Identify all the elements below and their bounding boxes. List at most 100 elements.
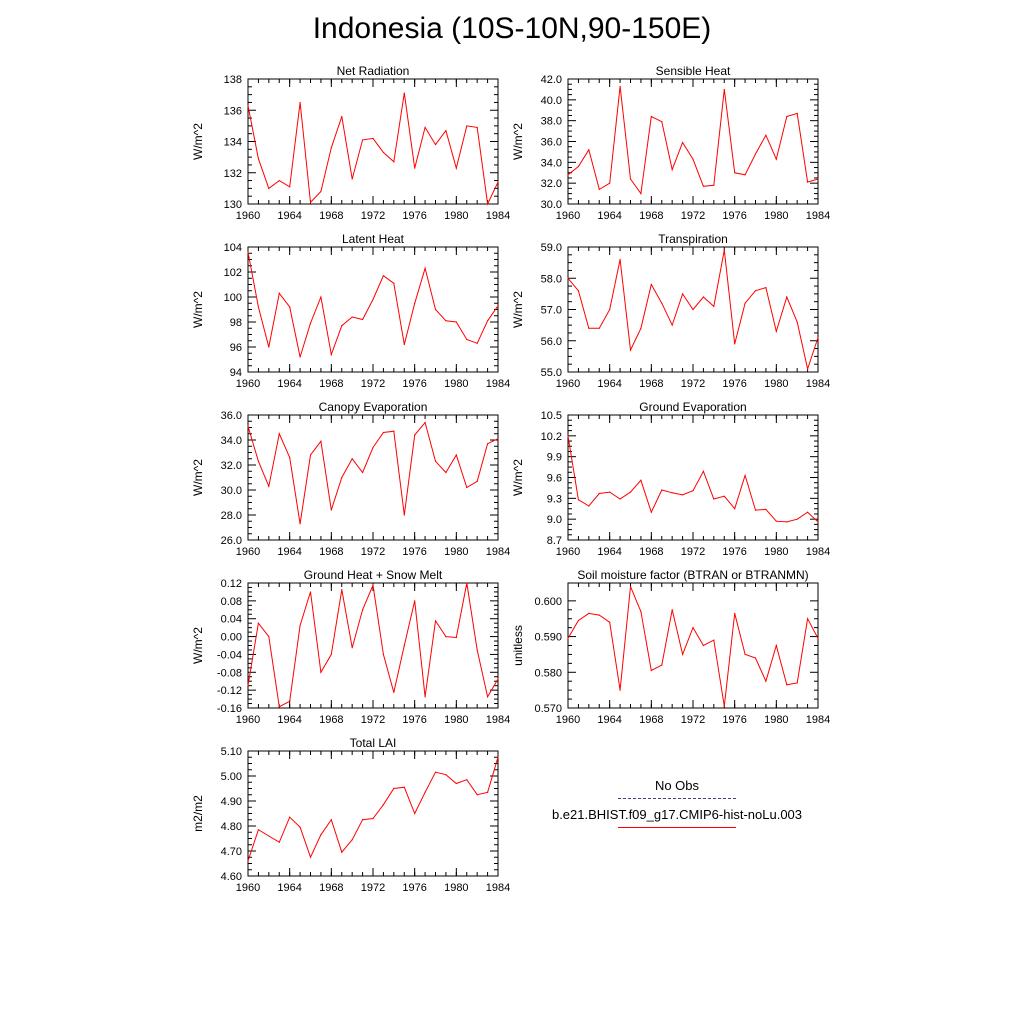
data-point (330, 509, 332, 511)
data-point (393, 787, 395, 790)
y-tick-label: 132 (224, 168, 242, 180)
y-tick-label: 4.80 (221, 821, 242, 833)
data-point (476, 480, 478, 482)
data-point (351, 839, 353, 841)
y-tick-label: 30.0 (221, 485, 242, 497)
data-point (640, 610, 642, 613)
data-point (382, 431, 385, 434)
data-point (567, 174, 569, 176)
data-point (424, 126, 426, 129)
chart-title: Ground Heat + Snow Melt (304, 568, 443, 582)
x-tick-label: 1980 (764, 378, 788, 390)
panel-ground-evaporation: Ground Evaporation W/m^2 1960 1964 1968 1972 1… (511, 400, 830, 558)
data-point (765, 134, 767, 136)
data-point (692, 627, 694, 629)
data-point (629, 491, 632, 493)
y-tick-label: 0.08 (221, 596, 242, 608)
y-axis-label: W/m^2 (191, 459, 205, 496)
data-point (744, 174, 746, 176)
data-point (309, 454, 312, 456)
data-point (341, 115, 343, 118)
data-point (268, 346, 270, 348)
data-point (754, 657, 757, 659)
data-point (734, 612, 736, 614)
data-point (309, 322, 312, 324)
y-tick-label: -0.04 (217, 649, 242, 661)
y-tick-label: 9.6 (547, 473, 562, 485)
x-tick-label: 1984 (486, 546, 510, 558)
data-point (609, 308, 611, 311)
data-point (806, 368, 809, 370)
data-point (247, 860, 249, 862)
y-tick-label: 0.600 (534, 596, 562, 608)
data-point (650, 511, 652, 513)
data-point (455, 782, 457, 785)
series-line (567, 586, 819, 707)
data-point (734, 508, 736, 510)
data-point (775, 520, 777, 522)
data-point (681, 653, 684, 656)
data-point (434, 460, 437, 462)
data-point (765, 680, 767, 682)
data-point (372, 446, 374, 449)
x-tick-label: 1976 (402, 378, 426, 390)
data-point (497, 756, 499, 758)
x-tick-label: 1964 (277, 882, 301, 894)
series-line (567, 435, 819, 523)
data-point (661, 121, 663, 123)
data-point (309, 201, 312, 204)
panel-latent-heat: Latent Heat W/m^2 1960 1964 1968 1972 1976 1980… (191, 232, 510, 390)
x-tick-label: 1984 (806, 546, 830, 558)
data-point (588, 149, 590, 151)
data-point (445, 774, 447, 776)
data-point (692, 158, 694, 160)
plot-frame (247, 246, 499, 373)
data-point (476, 649, 478, 651)
series-line (247, 251, 499, 358)
x-tick-label: 1964 (597, 546, 621, 558)
x-tick-label: 1960 (236, 210, 260, 222)
data-point (629, 585, 632, 588)
data-point (341, 476, 343, 479)
data-point (817, 178, 819, 180)
data-point (476, 342, 478, 344)
y-axis-label: W/m^2 (511, 459, 525, 496)
data-point (403, 343, 405, 346)
x-tick-label: 1968 (319, 210, 343, 222)
data-point (445, 320, 447, 322)
data-point (455, 167, 457, 169)
data-point (806, 618, 809, 620)
data-point (320, 190, 322, 193)
data-point (486, 696, 489, 698)
x-tick-label: 1964 (277, 378, 301, 390)
data-point (414, 302, 416, 304)
data-point (434, 620, 437, 622)
x-tick-label: 1980 (444, 210, 468, 222)
data-point (309, 591, 312, 593)
data-point (361, 609, 364, 611)
data-point (497, 678, 499, 680)
series-line (247, 582, 499, 708)
data-point (289, 816, 291, 818)
data-point (775, 158, 777, 160)
data-point (619, 85, 621, 87)
y-tick-label: 0.590 (534, 632, 562, 644)
x-tick-label: 1976 (402, 882, 426, 894)
y-tick-label: 104 (224, 242, 242, 254)
data-point (486, 203, 489, 205)
data-point (661, 489, 663, 491)
x-tick-label: 1968 (319, 378, 343, 390)
data-point (351, 458, 353, 460)
series-line (567, 86, 819, 195)
data-point (754, 509, 757, 511)
data-point (786, 296, 788, 298)
y-tick-label: 9.3 (547, 493, 562, 505)
data-point (567, 435, 569, 437)
x-tick-label: 1960 (556, 714, 580, 726)
y-tick-label: 5.10 (221, 746, 242, 758)
data-point (650, 283, 652, 286)
data-point (567, 637, 569, 639)
x-tick-label: 1984 (486, 882, 510, 894)
data-point (257, 829, 260, 831)
data-point (765, 287, 767, 289)
